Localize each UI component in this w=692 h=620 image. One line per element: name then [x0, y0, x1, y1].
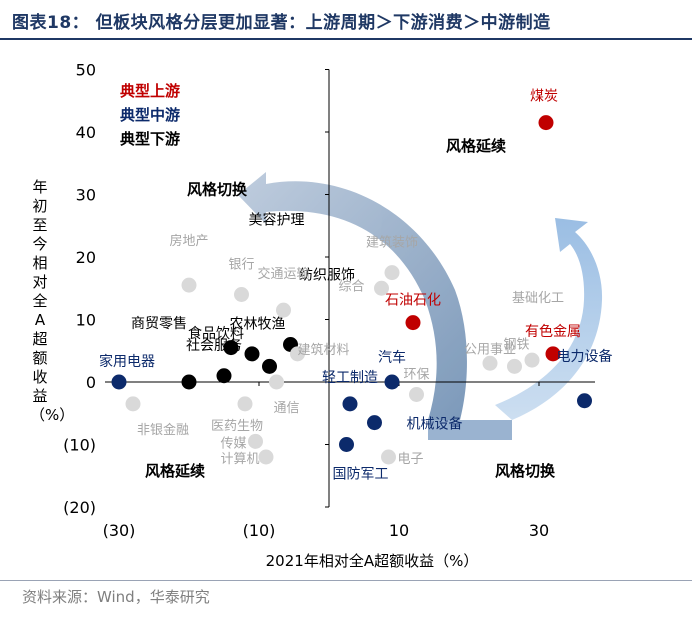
data-point-label: 非银金融 — [137, 422, 189, 438]
data-point-other — [248, 433, 263, 449]
data-point-label: 钢铁 — [503, 337, 529, 352]
data-point-other — [181, 277, 197, 293]
axes: 50 40 30 20 10 0 (10) (20) (30) (10) 10 30 2021年相对全A… — [63, 61, 595, 570]
data-point-downstream — [181, 374, 197, 390]
data-point-label: 轻工制造 — [322, 370, 378, 386]
data-point-label: 通信 — [273, 401, 299, 416]
y-tick-label: (20) — [63, 498, 96, 517]
data-point-label: 房地产 — [169, 233, 208, 249]
data-point-label: 家用电器 — [99, 353, 155, 370]
y-tick-label: 10 — [76, 311, 96, 330]
data-point-other — [290, 346, 305, 362]
data-point-label: 银行 — [228, 258, 254, 273]
style-switch-arrows — [238, 172, 603, 440]
data-point-label: 公用事业 — [464, 342, 516, 357]
data-point-other — [258, 449, 274, 465]
data-point-downstream — [216, 368, 232, 384]
data-point-other — [381, 449, 396, 465]
data-point-label: 纺织服饰 — [299, 268, 355, 284]
data-point-label: 机械设备 — [407, 416, 463, 433]
source-note: 资料来源：Wind，华泰研究 — [22, 588, 210, 606]
y-axis-label: 年初至今相对全A超额收益（%） — [30, 178, 75, 424]
data-point-label: 建筑材料 — [297, 342, 349, 358]
x-tick-label: (30) — [103, 521, 136, 540]
data-point-downstream — [223, 340, 239, 356]
quadrant-label: 风格延续 — [145, 462, 205, 480]
legend-entry: 典型下游 — [120, 130, 180, 148]
legend-entry: 典型中游 — [120, 106, 180, 124]
quadrant-label: 风格延续 — [446, 137, 506, 155]
x-tick-label: (10) — [243, 521, 276, 540]
data-point-label: 建筑装饰 — [366, 235, 418, 251]
data-point-label: 基础化工 — [512, 291, 564, 306]
arrow-right-curve — [495, 218, 603, 420]
data-point-label: 国防军工 — [333, 467, 389, 483]
data-point-label: 医药生物 — [211, 419, 263, 434]
data-point-label: 电子 — [397, 452, 423, 467]
y-tick-label: 0 — [86, 373, 96, 392]
data-point-midstream — [342, 396, 358, 412]
data-point-midstream — [577, 393, 592, 409]
data-point-label: 汽车 — [378, 349, 406, 366]
data-point-label: 煤炭 — [530, 89, 558, 105]
y-tick-label: 20 — [76, 248, 96, 267]
data-point-other — [374, 280, 389, 296]
data-point-label: 传媒 — [220, 436, 246, 451]
data-point-other — [384, 265, 400, 281]
data-point-other — [524, 352, 540, 368]
x-tick-label: 30 — [529, 521, 549, 540]
data-point-midstream — [384, 374, 400, 390]
data-point-label: 交通运输 — [257, 266, 309, 282]
data-point-label: 计算机 — [220, 452, 259, 467]
chart-title: 图表18： 但板块风格分层更加显著：上游周期＞下游消费＞中游制造 — [12, 13, 551, 33]
data-point-label: 农林牧渔 — [230, 316, 286, 332]
data-point-other — [269, 374, 284, 390]
data-point-label: 食品饮料 — [188, 325, 244, 342]
data-point-label: 美容护理 — [249, 212, 305, 229]
data-point-downstream — [244, 346, 260, 362]
data-point-label: 综合 — [338, 279, 364, 294]
y-tick-label: 40 — [76, 123, 96, 142]
quadrant-label: 风格切换 — [495, 462, 556, 480]
arrow-bottom-curve — [428, 420, 512, 440]
title-divider — [0, 38, 692, 40]
y-tick-label: 30 — [76, 186, 96, 205]
data-point-upstream — [545, 346, 561, 362]
y-tick-label: (10) — [63, 436, 96, 455]
data-point-midstream — [111, 374, 127, 390]
scatter-chart: 50 40 30 20 10 0 (10) (20) (30) (10) 10 30 2021年相对全A… — [63, 61, 613, 571]
data-point-other — [507, 358, 522, 374]
legend-entry: 典型上游 — [120, 82, 180, 100]
data-point-label: 石油石化 — [385, 293, 441, 309]
data-point-other — [409, 387, 424, 402]
data-point-midstream — [367, 415, 382, 431]
x-tick-label: 10 — [389, 521, 409, 540]
source-divider — [0, 580, 692, 581]
data-point-other — [234, 287, 249, 302]
data-point-upstream — [405, 315, 421, 331]
data-point-other — [125, 396, 141, 412]
data-point-upstream — [538, 115, 554, 131]
data-point-midstream — [339, 437, 354, 452]
data-point-label: 有色金属 — [525, 323, 581, 340]
data-point-other — [482, 355, 498, 371]
data-point-label: 电力设备 — [557, 348, 613, 365]
arrow-top-curve — [238, 172, 467, 420]
x-axis-label: 2021年相对全A超额收益（%） — [266, 552, 479, 570]
quadrant-label: 风格切换 — [187, 181, 248, 199]
data-point-label: 环保 — [403, 368, 429, 383]
y-tick-label: 50 — [76, 61, 96, 80]
data-point-other — [276, 302, 291, 318]
data-point-downstream — [262, 358, 277, 374]
data-point-label: 商贸零售 — [131, 316, 187, 332]
data-point-other — [237, 396, 253, 412]
